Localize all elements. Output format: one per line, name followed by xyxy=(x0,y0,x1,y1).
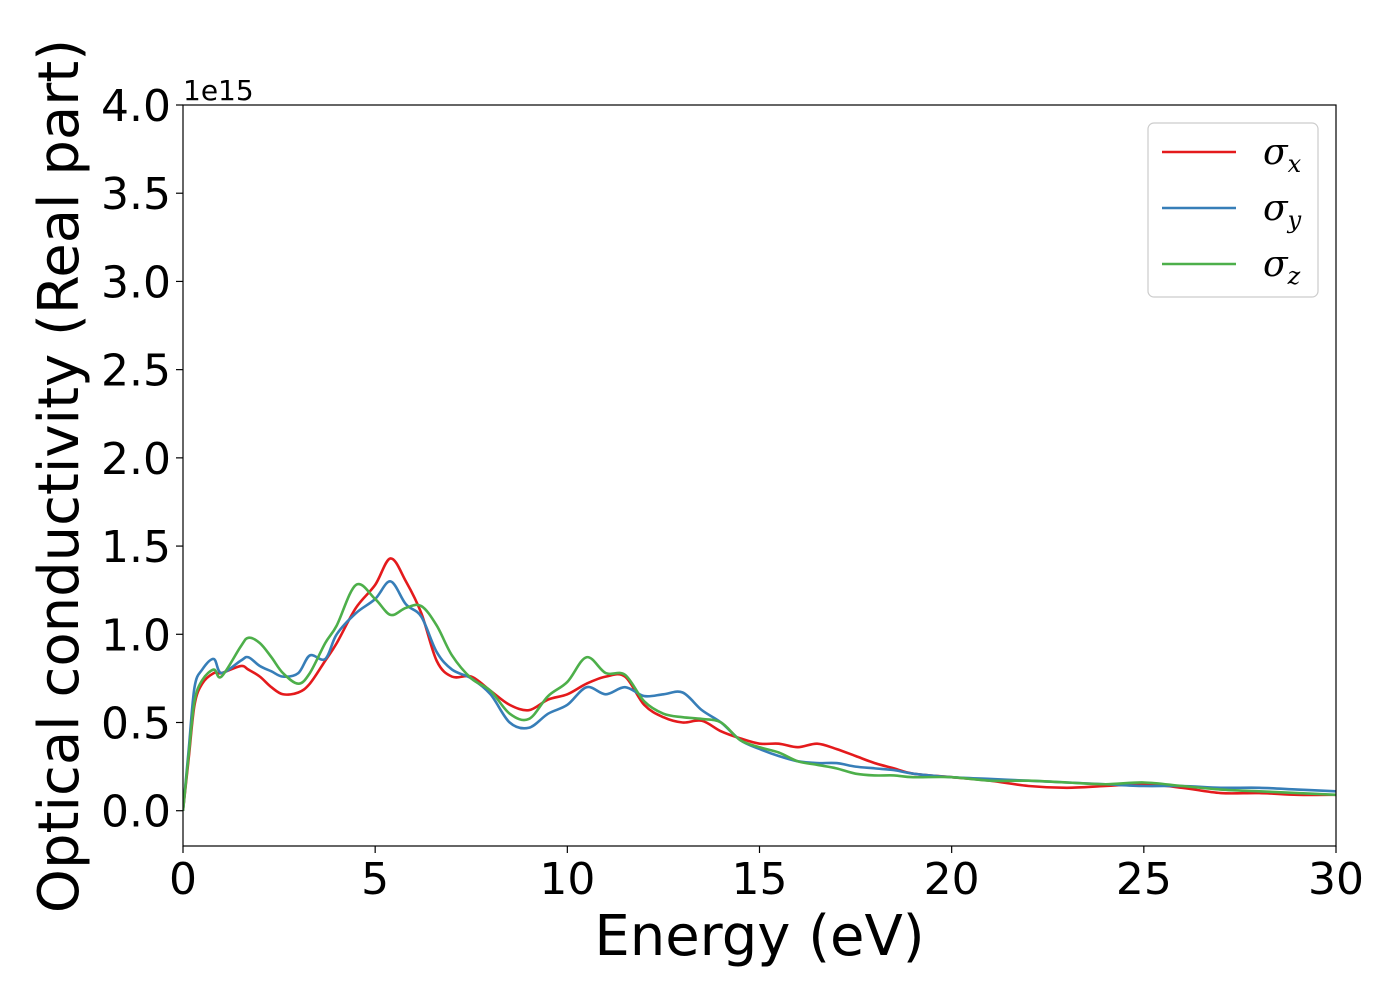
y-tick-label: 1.0 xyxy=(101,610,171,661)
series-line-z xyxy=(183,582,1336,811)
legend-label-x: σx xyxy=(1263,132,1302,178)
x-tick-label: 20 xyxy=(924,854,980,905)
y-tick-label: 0.0 xyxy=(101,787,171,838)
y-offset-label: 1e15 xyxy=(183,74,254,107)
legend-subscript: x xyxy=(1288,150,1302,178)
legend-subscript: z xyxy=(1287,262,1301,290)
y-axis-ticks: 0.0 0.5 1.0 1.5 2.0 2.5 3.0 3.5 4.0 xyxy=(101,81,183,838)
series-lines xyxy=(183,557,1336,811)
x-axis-ticks: 0 5 10 15 20 25 30 xyxy=(169,846,1364,905)
y-tick-label: 4.0 xyxy=(101,81,171,132)
series-line-y xyxy=(183,580,1336,811)
y-tick-label: 2.0 xyxy=(101,434,171,485)
y-axis-label: Optical conductivity (Real part) xyxy=(27,39,92,913)
x-tick-label: 10 xyxy=(539,854,595,905)
x-tick-label: 0 xyxy=(169,854,197,905)
y-tick-label: 3.5 xyxy=(101,169,171,220)
y-tick-label: 1.5 xyxy=(101,522,171,573)
y-tick-label: 2.5 xyxy=(101,346,171,397)
legend-symbol: σ xyxy=(1263,188,1289,229)
x-tick-label: 30 xyxy=(1308,854,1364,905)
legend-box xyxy=(1147,122,1319,298)
y-tick-label: 3.0 xyxy=(101,257,171,308)
x-tick-label: 5 xyxy=(361,854,389,905)
legend-symbol: σ xyxy=(1263,132,1289,173)
x-axis-label: Energy (eV) xyxy=(594,904,924,969)
legend-label-z: σz xyxy=(1263,244,1301,290)
x-tick-label: 15 xyxy=(732,854,788,905)
plot-background xyxy=(183,105,1336,846)
x-tick-label: 25 xyxy=(1116,854,1172,905)
legend-subscript: y xyxy=(1287,206,1302,234)
y-tick-label: 0.5 xyxy=(101,699,171,750)
legend-label-y: σy xyxy=(1263,188,1302,234)
legend-symbol: σ xyxy=(1263,244,1289,285)
